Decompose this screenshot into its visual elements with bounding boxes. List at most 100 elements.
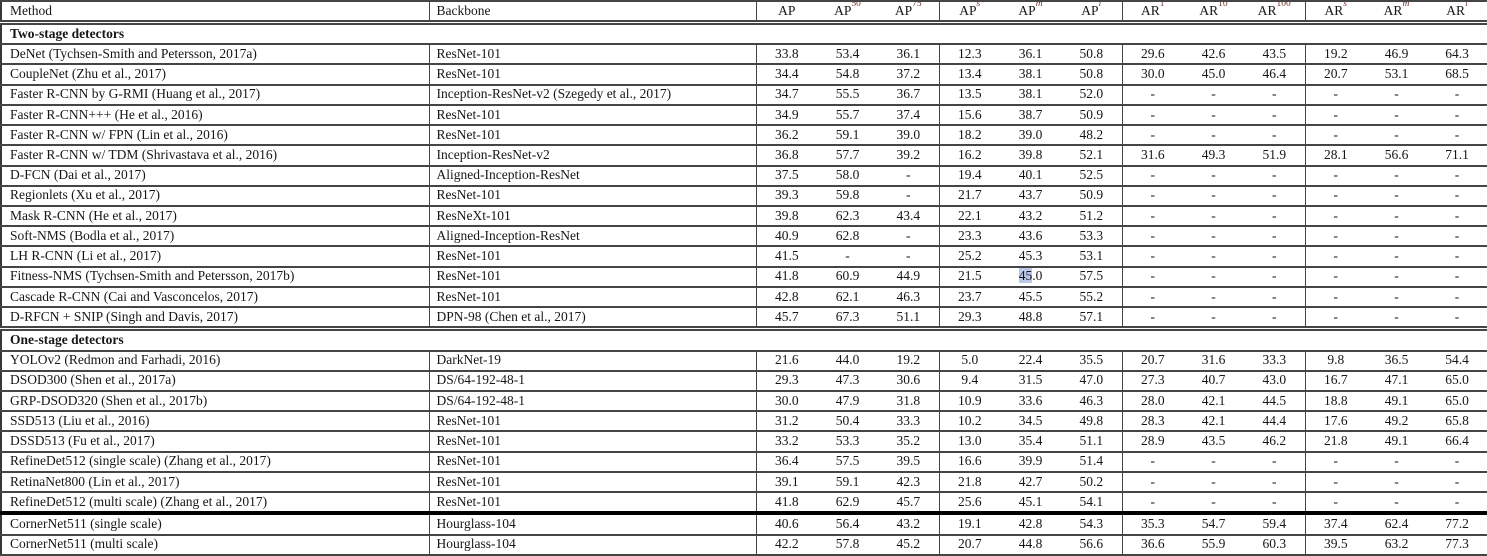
metric-cell: 60.9 — [817, 265, 878, 288]
metric-cell: 41.5 — [755, 245, 817, 268]
table-row: GRP-DSOD320 (Shen et al., 2017b) DS/64-19… — [1, 389, 1487, 413]
metric-cell: 52.5 — [1061, 164, 1122, 187]
metric-cell: 40.1 — [1000, 164, 1061, 187]
metric-cell: 28.1 — [1304, 144, 1366, 167]
metric-cell: 51.1 — [1061, 430, 1122, 453]
metric-cell: - — [1427, 306, 1487, 330]
metric-cell: 50.8 — [1061, 43, 1122, 66]
metric-cell: 40.9 — [755, 225, 817, 248]
backbone-cell: Hourglass-104 — [428, 511, 756, 536]
table-row: YOLOv2 (Redmon and Farhadi, 2016) DarkNet… — [1, 349, 1487, 372]
backbone-cell: ResNet-101 — [428, 184, 756, 207]
metric-cell: 57.8 — [817, 533, 878, 556]
metric-cell: 56.6 — [1061, 533, 1122, 556]
metric-cell: - — [1304, 103, 1366, 127]
column-header-arl: ARl — [1427, 0, 1487, 25]
table-row: Cascade R-CNN (Cai and Vasconcelos, 2017… — [1, 285, 1487, 309]
metric-cell: 44.5 — [1244, 389, 1305, 413]
metric-cell: 77.3 — [1427, 533, 1487, 556]
metric-cell: - — [1304, 265, 1366, 288]
backbone-cell: Inception-ResNet-v2 (Szegedy et al., 201… — [428, 83, 756, 106]
metric-cell: 46.4 — [1244, 63, 1305, 86]
metric-cell: 46.3 — [1061, 389, 1122, 413]
metric-cell: - — [1304, 245, 1366, 268]
method-cell: Faster R-CNN w/ FPN (Lin et al., 2016) — [1, 124, 429, 147]
metric-cell: 15.6 — [938, 103, 1000, 127]
metric-cell: 33.8 — [755, 43, 817, 66]
metric-superscript: 75 — [912, 1, 922, 9]
metric-cell: 21.6 — [755, 349, 817, 372]
metric-cell: 39.0 — [1000, 124, 1061, 147]
method-cell: LH R-CNN (Li et al., 2017) — [1, 245, 429, 268]
metric-cell: 54.1 — [1061, 491, 1122, 515]
metric-cell: 29.6 — [1121, 43, 1183, 66]
metric-cell: 36.8 — [755, 144, 817, 167]
metric-cell: 20.7 — [1121, 349, 1183, 372]
method-cell: YOLOv2 (Redmon and Farhadi, 2016) — [1, 349, 429, 372]
metric-cell: 27.3 — [1121, 369, 1183, 392]
metric-cell: 18.2 — [938, 124, 1000, 147]
metric-cell: 40.6 — [755, 511, 817, 536]
metric-cell: 53.3 — [1061, 225, 1122, 248]
metric-cell: 30.0 — [1121, 63, 1183, 86]
metric-cell: 51.1 — [878, 306, 939, 330]
metric-cell: - — [1304, 225, 1366, 248]
metric-cell: - — [1366, 225, 1427, 248]
metric-cell: - — [1121, 164, 1183, 187]
metric-cell: 29.3 — [755, 369, 817, 392]
metric-cell: 60.3 — [1244, 533, 1305, 556]
metric-cell: 62.4 — [1366, 511, 1427, 536]
metric-cell: 65.0 — [1427, 369, 1487, 392]
metric-cell: 58.0 — [817, 164, 878, 187]
table-row: Mask R-CNN (He et al., 2017) ResNeXt-101 3… — [1, 204, 1487, 228]
metric-cell: 18.8 — [1304, 389, 1366, 413]
metric-superscript: 50 — [851, 1, 861, 9]
metric-cell: 36.6 — [1121, 533, 1183, 556]
table-row: DSOD300 (Shen et al., 2017a) DS/64-192-48… — [1, 369, 1487, 392]
metric-cell: 47.9 — [817, 389, 878, 413]
metric-cell: 39.8 — [1000, 144, 1061, 167]
metric-cell: 59.1 — [817, 470, 878, 494]
metric-cell: 41.8 — [755, 491, 817, 515]
column-header-ap: AP — [755, 0, 817, 25]
backbone-cell: DS/64-192-48-1 — [428, 389, 756, 413]
metric-cell: - — [1183, 245, 1244, 268]
metric-cell: 41.8 — [755, 265, 817, 288]
metric-cell: 36.4 — [755, 450, 817, 473]
metric-cell: 52.0 — [1061, 83, 1122, 106]
metric-cell: - — [1244, 204, 1305, 228]
metric-cell: 57.1 — [1061, 306, 1122, 330]
metric-cell: 31.5 — [1000, 369, 1061, 392]
metric-cell: - — [1427, 450, 1487, 473]
metric-cell: - — [1427, 184, 1487, 207]
metric-cell: 59.4 — [1244, 511, 1305, 536]
metric-cell: 44.9 — [878, 265, 939, 288]
metric-cell: - — [1121, 184, 1183, 207]
metric-cell: 21.8 — [938, 470, 1000, 494]
metric-cell: 47.0 — [1061, 369, 1122, 392]
backbone-cell: ResNet-101 — [428, 103, 756, 127]
metric-cell: 10.9 — [938, 389, 1000, 413]
method-cell: D-FCN (Dai et al., 2017) — [1, 164, 429, 187]
metric-cell: 55.7 — [817, 103, 878, 127]
metric-cell: 54.7 — [1183, 511, 1244, 536]
metric-cell: - — [1244, 184, 1305, 207]
metric-cell: 19.1 — [938, 511, 1000, 536]
metric-cell: 62.8 — [817, 225, 878, 248]
metric-cell: - — [1304, 204, 1366, 228]
metric-cell: 53.3 — [817, 430, 878, 453]
column-header-ap75: AP75 — [878, 0, 939, 25]
metric-cell: 31.2 — [755, 410, 817, 433]
table-row: RefineDet512 (single scale) (Zhang et al… — [1, 450, 1487, 473]
metric-cell: 19.2 — [1304, 43, 1366, 66]
column-header-backbone: Backbone — [428, 0, 756, 25]
metric-cell: - — [1427, 491, 1487, 515]
metric-cell: 46.2 — [1244, 430, 1305, 453]
metric-cell: - — [878, 245, 939, 268]
metric-cell: 45.5 — [1000, 285, 1061, 309]
metric-cell: - — [1366, 184, 1427, 207]
metric-cell: 30.6 — [878, 369, 939, 392]
metric-cell: - — [1244, 164, 1305, 187]
metric-cell: - — [1121, 225, 1183, 248]
